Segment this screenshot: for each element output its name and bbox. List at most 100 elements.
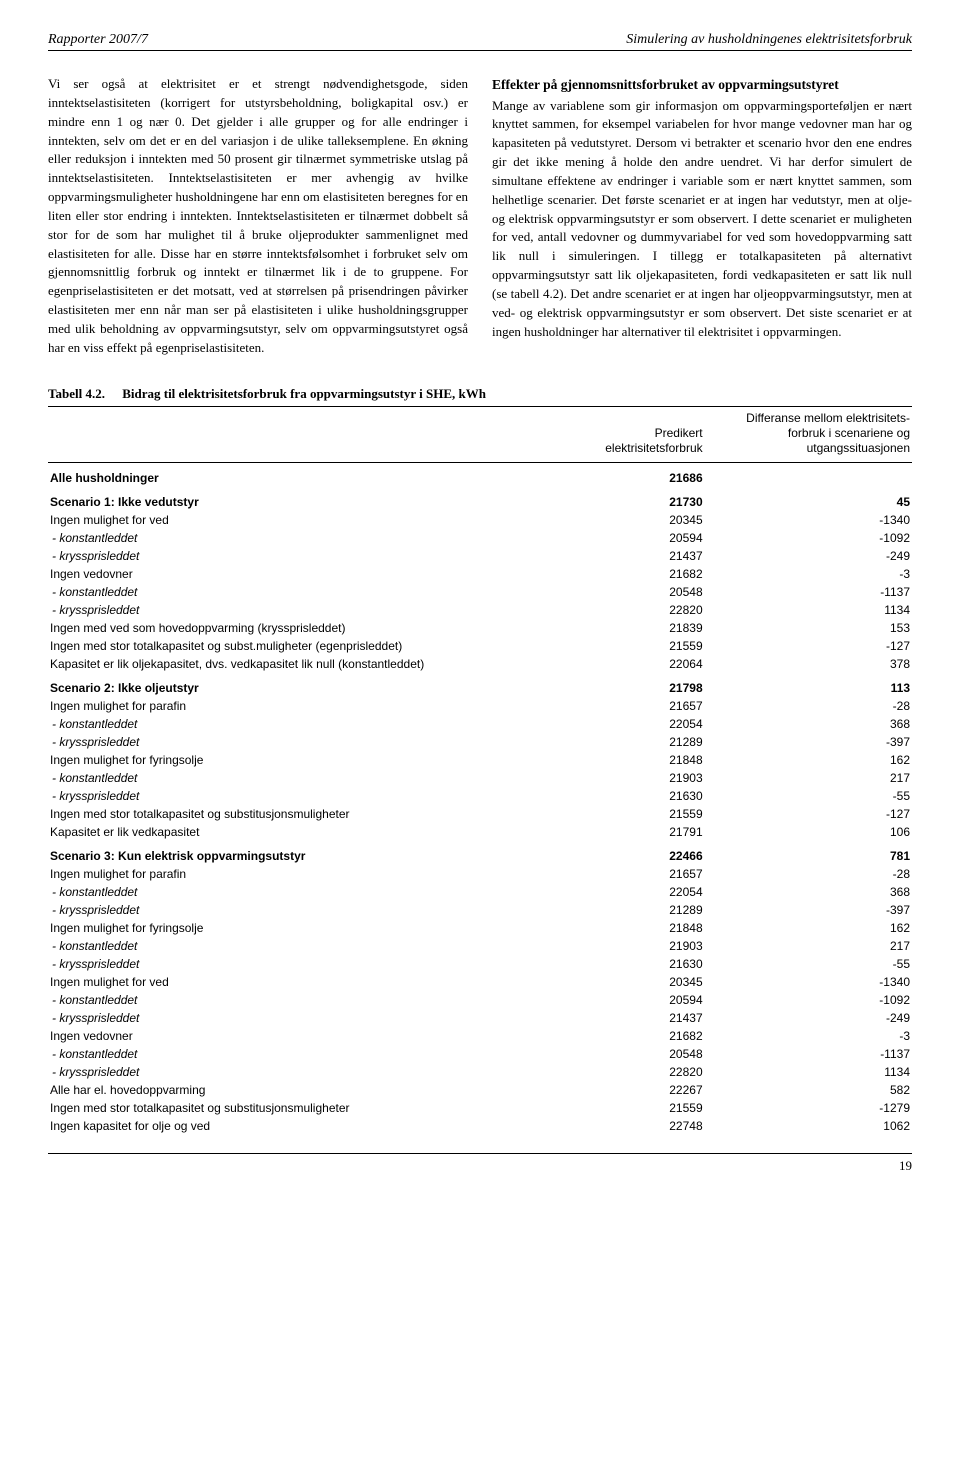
table-cell: 1134 — [705, 601, 912, 619]
table-row: Ingen mulighet for parafin21657-28 — [48, 865, 912, 883]
table-row: Ingen vedovner21682-3 — [48, 1027, 912, 1045]
two-column-body: Vi ser også at elektrisitet er et streng… — [48, 75, 912, 358]
table-row: Scenario 2: Ikke oljeutstyr21798113 — [48, 673, 912, 697]
table-cell: Ingen med stor totalkapasitet og substit… — [48, 1099, 532, 1117]
page-header: Rapporter 2007/7 Simulering av husholdni… — [48, 32, 912, 51]
table-cell: 21630 — [532, 955, 705, 973]
table-cell: 217 — [705, 937, 912, 955]
table-row: - konstantleddet22054368 — [48, 715, 912, 733]
table-cell: Scenario 2: Ikke oljeutstyr — [48, 673, 532, 697]
table-cell: 20345 — [532, 973, 705, 991]
table-cell: -1092 — [705, 991, 912, 1009]
table-cell: 20548 — [532, 583, 705, 601]
table-cell: 20345 — [532, 511, 705, 529]
table-cell: - kryssprisleddet — [48, 601, 532, 619]
table-row: Ingen mulighet for parafin21657-28 — [48, 697, 912, 715]
table-cell: Ingen mulighet for fyringsolje — [48, 919, 532, 937]
table-cell: 162 — [705, 751, 912, 769]
table-cell: -397 — [705, 901, 912, 919]
table-cell: Ingen med ved som hovedoppvarming (kryss… — [48, 619, 532, 637]
table-cell: Alle husholdninger — [48, 462, 532, 487]
table-row: - kryssprisleddet21630-55 — [48, 955, 912, 973]
table-cell: 21839 — [532, 619, 705, 637]
table-cell: -1137 — [705, 583, 912, 601]
table-cell: 21686 — [532, 462, 705, 487]
table-cell: 1062 — [705, 1117, 912, 1135]
table-row: - konstantleddet20594-1092 — [48, 529, 912, 547]
table-row: - kryssprisleddet21437-249 — [48, 547, 912, 565]
table-row: Ingen med stor totalkapasitet og substit… — [48, 805, 912, 823]
table-cell: Kapasitet er lik vedkapasitet — [48, 823, 532, 841]
table-row: - konstantleddet21903217 — [48, 937, 912, 955]
table-cell: 21798 — [532, 673, 705, 697]
table-cell: -127 — [705, 637, 912, 655]
table-row: Scenario 1: Ikke vedutstyr2173045 — [48, 487, 912, 511]
table-cell: -249 — [705, 1009, 912, 1027]
table-cell: 368 — [705, 715, 912, 733]
table-row: - konstantleddet22054368 — [48, 883, 912, 901]
table-cell: -1340 — [705, 973, 912, 991]
table-row: - kryssprisleddet21289-397 — [48, 901, 912, 919]
table-row: Alle husholdninger21686 — [48, 462, 912, 487]
table-cell: 21848 — [532, 751, 705, 769]
page-number: 19 — [48, 1153, 912, 1174]
table-cell: 22064 — [532, 655, 705, 673]
table-row: Kapasitet er lik vedkapasitet21791106 — [48, 823, 912, 841]
table-cell: - konstantleddet — [48, 583, 532, 601]
left-paragraph: Vi ser også at elektrisitet er et streng… — [48, 75, 468, 358]
table-cell: - kryssprisleddet — [48, 955, 532, 973]
table-cell: 781 — [705, 841, 912, 865]
table-row: - konstantleddet21903217 — [48, 769, 912, 787]
table-cell: Scenario 3: Kun elektrisk oppvarmingsuts… — [48, 841, 532, 865]
table-row: - kryssprisleddet21289-397 — [48, 733, 912, 751]
table-row: - konstantleddet20548-1137 — [48, 583, 912, 601]
table-cell: Alle har el. hovedoppvarming — [48, 1081, 532, 1099]
table-cell: Ingen mulighet for fyringsolje — [48, 751, 532, 769]
table-cell: 21730 — [532, 487, 705, 511]
table-caption: Tabell 4.2. Bidrag til elektrisitetsforb… — [48, 386, 912, 407]
table-row: Ingen mulighet for ved20345-1340 — [48, 511, 912, 529]
right-column-heading: Effekter på gjennomsnittsforbruket av op… — [492, 75, 912, 95]
table-cell: 106 — [705, 823, 912, 841]
header-left: Rapporter 2007/7 — [48, 32, 148, 48]
table-cell: 20548 — [532, 1045, 705, 1063]
table-cell: 21682 — [532, 1027, 705, 1045]
table-cell: -55 — [705, 787, 912, 805]
table-row: Alle har el. hovedoppvarming22267582 — [48, 1081, 912, 1099]
right-paragraph: Mange av variablene som gir informasjon … — [492, 97, 912, 342]
table-cell: 20594 — [532, 529, 705, 547]
table-row: - kryssprisleddet228201134 — [48, 601, 912, 619]
table-row: Ingen mulighet for ved20345-1340 — [48, 973, 912, 991]
data-table: Predikertelektrisitetsforbruk Differanse… — [48, 407, 912, 1135]
table-cell: 20594 — [532, 991, 705, 1009]
table-cell: -28 — [705, 697, 912, 715]
table-cell: 22820 — [532, 601, 705, 619]
table-caption-label: Tabell 4.2. — [48, 386, 105, 401]
table-row: - konstantleddet20548-1137 — [48, 1045, 912, 1063]
table-cell: 162 — [705, 919, 912, 937]
table-cell: Ingen vedovner — [48, 1027, 532, 1045]
table-cell: 21903 — [532, 937, 705, 955]
table-row: Ingen vedovner21682-3 — [48, 565, 912, 583]
table-row: - konstantleddet20594-1092 — [48, 991, 912, 1009]
table-cell: - kryssprisleddet — [48, 1063, 532, 1081]
table-cell: 582 — [705, 1081, 912, 1099]
table-cell: - kryssprisleddet — [48, 901, 532, 919]
table-cell: 22820 — [532, 1063, 705, 1081]
table-cell: -397 — [705, 733, 912, 751]
table-cell: -1092 — [705, 529, 912, 547]
table-cell: 1134 — [705, 1063, 912, 1081]
right-column: Effekter på gjennomsnittsforbruket av op… — [492, 75, 912, 358]
table-row: Kapasitet er lik oljekapasitet, dvs. ved… — [48, 655, 912, 673]
table-cell: Kapasitet er lik oljekapasitet, dvs. ved… — [48, 655, 532, 673]
table-cell: Ingen vedovner — [48, 565, 532, 583]
table-cell: Scenario 1: Ikke vedutstyr — [48, 487, 532, 511]
table-row: - kryssprisleddet228201134 — [48, 1063, 912, 1081]
table-cell: - konstantleddet — [48, 883, 532, 901]
table-cell: - kryssprisleddet — [48, 1009, 532, 1027]
table-row: Ingen med stor totalkapasitet og substit… — [48, 1099, 912, 1117]
table-cell: - konstantleddet — [48, 769, 532, 787]
table-cell: 21559 — [532, 637, 705, 655]
table-cell: 378 — [705, 655, 912, 673]
table-cell: 21289 — [532, 901, 705, 919]
